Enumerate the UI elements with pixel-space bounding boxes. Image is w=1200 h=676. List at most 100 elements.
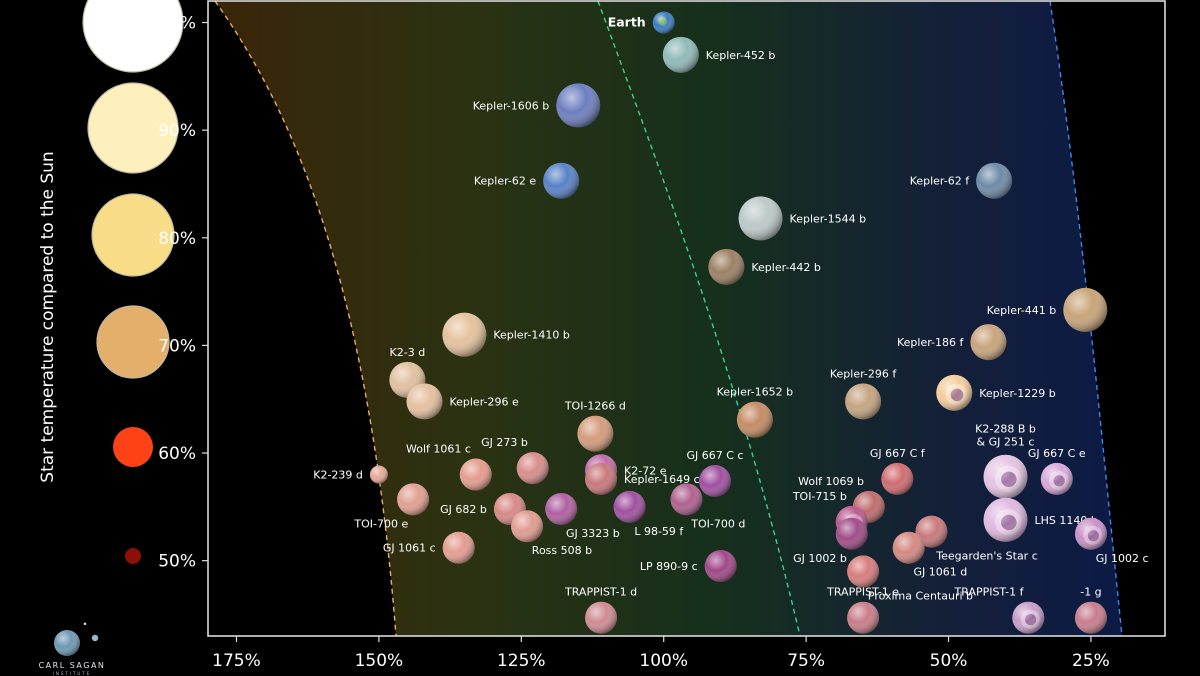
- planet-label: Proxima Centauri b: [868, 589, 973, 602]
- y-tick-label: 70%: [158, 336, 196, 356]
- planet-marker: TOI-700 e: [353, 483, 430, 530]
- planet-label: L 98-59 f: [634, 525, 684, 538]
- planet-label: K2-239 d: [313, 469, 363, 482]
- planet-marker: GJ 1002 c: [1074, 517, 1149, 565]
- planet-label: Kepler-1410 b: [493, 329, 570, 342]
- planet-shading: [970, 324, 1007, 361]
- planet-marker: GJ 667 C c: [686, 449, 743, 498]
- planet-label: TOI-700 d: [690, 517, 745, 530]
- x-tick-label: 175%: [212, 651, 261, 671]
- planet-label: GJ 3323 b: [566, 527, 620, 540]
- planet-label: Wolf 1061 c: [406, 443, 471, 456]
- planet-shading: [516, 452, 549, 485]
- planet-label: TRAPPIST-1 f: [954, 586, 1025, 599]
- planet-label: Wolf 1069 b: [798, 475, 864, 488]
- planet-marker: -1 g: [1074, 586, 1107, 634]
- planet-marker: Wolf 1061 c: [406, 443, 492, 491]
- planet-marker: Ross 508 b: [511, 510, 592, 557]
- planet-marker: Kepler-186 f: [897, 324, 1007, 361]
- x-tick-label: 50%: [930, 651, 968, 671]
- planet-label: Kepler-296 e: [449, 395, 519, 408]
- planet-shading: [670, 483, 703, 516]
- planet-marker: Kepler-441 b: [987, 287, 1108, 332]
- planet-shading: [845, 383, 882, 420]
- planet-shading: [976, 162, 1013, 199]
- planet-label: Kepler-1544 b: [790, 212, 867, 225]
- y-tick-label: 100%: [147, 14, 196, 34]
- planet-label: TOI-700 e: [353, 517, 408, 530]
- planet-shading: [736, 401, 773, 438]
- planet-shading: [662, 36, 699, 73]
- planet-label: Kepler-441 b: [987, 304, 1057, 317]
- planet-marker: Kepler-1410 b: [442, 312, 570, 357]
- planet-marker: Kepler-62 f: [910, 162, 1013, 199]
- planet-marker: GJ 273 b: [481, 436, 549, 485]
- planet-shading: [545, 493, 578, 525]
- planet-shading: [881, 462, 914, 495]
- planet-label: Kepler-442 b: [751, 261, 821, 274]
- y-tick-label: 50%: [158, 552, 196, 572]
- planet-shading: [652, 11, 675, 34]
- planet-marker: Kepler-296 e: [406, 383, 519, 420]
- planet-label: Kepler-296 f: [830, 367, 898, 380]
- planet-marker: Kepler-1229 b: [936, 374, 1056, 411]
- planet-label: GJ 1002 b: [793, 552, 847, 565]
- planet-shading: [442, 531, 475, 564]
- planet-label: TRAPPIST-1 d: [564, 586, 637, 599]
- planet-shading: [397, 483, 430, 516]
- planet-label: Kepler-1606 b: [473, 99, 550, 112]
- planet-shading: [835, 517, 868, 550]
- inner-zone-boundary: [214, 0, 397, 637]
- x-tick-label: 150%: [355, 651, 404, 671]
- star-scale-circle: [91, 193, 175, 277]
- planet-label: GJ 1061 c: [383, 542, 436, 555]
- planet-label: K2-288 B b: [975, 423, 1036, 436]
- planet-shading: [915, 515, 948, 548]
- planet-marker: TRAPPIST-1 e: [826, 586, 899, 634]
- planet-shading: [892, 531, 925, 564]
- planet-shading: [698, 465, 731, 498]
- planet-marker: Kepler-62 e: [474, 162, 580, 199]
- planet-shading: [983, 454, 1028, 499]
- planet-marker: LHS 1140 b: [983, 497, 1098, 542]
- planet-marker: K2-239 d: [313, 465, 388, 484]
- planet-label: LP 890-9 c: [640, 560, 698, 573]
- planet-label: K2-72 e: [624, 464, 667, 477]
- planet-shading: [406, 383, 443, 420]
- x-tick-label: 125%: [497, 651, 546, 671]
- planet-shading: [708, 248, 745, 285]
- planet-marker: L 98-59 f: [613, 490, 684, 538]
- planet-label: GJ 667 C e: [1028, 447, 1086, 460]
- planet-shading: [936, 374, 973, 411]
- planet-shading: [459, 458, 492, 491]
- planet-shading: [585, 462, 618, 495]
- planet-marker: TOI-1266 d: [564, 400, 626, 452]
- planet-marker: K2-288 B b& GJ 251 c: [975, 423, 1036, 499]
- star-scale-circle: [125, 548, 141, 564]
- x-tick-label: 75%: [787, 651, 825, 671]
- planet-label: Kepler-62 f: [910, 175, 971, 188]
- planet-shading: [1063, 287, 1108, 332]
- planet-label: Kepler-1229 b: [979, 387, 1056, 400]
- planet-label: -1 g: [1080, 586, 1101, 599]
- planet-label: TOI-1266 d: [564, 400, 626, 413]
- planet-marker: Kepler-442 b: [708, 248, 821, 285]
- planet-label: GJ 1002 c: [1096, 552, 1149, 565]
- planet-shading: [704, 550, 737, 583]
- planet-shading: [847, 601, 880, 634]
- star-scale-circle: [82, 0, 184, 73]
- y-tick-label: 60%: [158, 444, 196, 464]
- planet-label: GJ 682 b: [440, 503, 487, 516]
- planet-shading: [983, 497, 1028, 542]
- y-tick-label: 90%: [158, 121, 196, 141]
- planet-marker: GJ 1061 d: [892, 531, 967, 579]
- planet-marker: GJ 667 C e: [1028, 447, 1086, 495]
- planet-label: Earth: [608, 15, 646, 30]
- planet-marker: GJ 1002 b: [793, 517, 868, 565]
- planet-marker: Kepler-1544 b: [738, 196, 867, 241]
- planet-label: Teegarden's Star c: [935, 550, 1038, 563]
- planet-marker: Kepler-452 b: [662, 36, 775, 73]
- planet-label: Kepler-62 e: [474, 175, 537, 188]
- logo-planet-icon: [54, 622, 99, 656]
